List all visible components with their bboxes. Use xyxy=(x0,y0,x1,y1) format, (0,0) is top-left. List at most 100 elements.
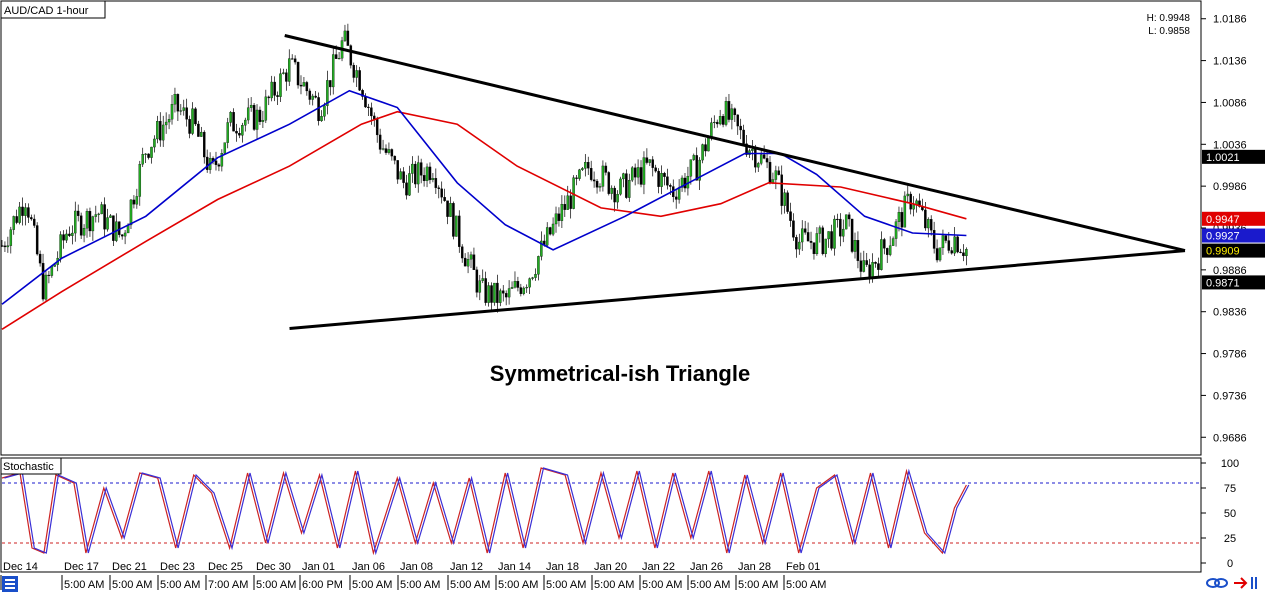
candle-body xyxy=(856,240,860,261)
candle-body xyxy=(581,168,584,170)
time-hour-label: 5:00 AM xyxy=(352,579,392,591)
stoch-signal-line xyxy=(1,467,967,556)
candle-body xyxy=(774,170,778,180)
main-title-box xyxy=(0,0,106,19)
candle xyxy=(182,99,185,116)
candle-body xyxy=(660,173,663,187)
candle-body xyxy=(425,166,429,182)
price-tag-bg xyxy=(1202,243,1265,258)
stoch-title-box xyxy=(0,457,62,475)
candle-body xyxy=(604,165,608,173)
trendline-resistance xyxy=(284,34,1186,253)
candle xyxy=(504,290,508,306)
candle-body xyxy=(736,114,740,127)
candle-body xyxy=(765,158,769,163)
candle xyxy=(610,185,613,200)
candle-body xyxy=(205,156,209,170)
candle xyxy=(885,247,889,263)
candle xyxy=(862,250,866,273)
candle-body xyxy=(897,212,901,222)
candle xyxy=(513,271,517,289)
candle-body xyxy=(674,196,678,200)
candle xyxy=(674,189,678,209)
trendline-support xyxy=(289,249,1186,330)
candle-body xyxy=(170,104,174,120)
candle-body xyxy=(929,219,933,231)
time-hour-label: 5:00 AM xyxy=(642,579,682,591)
candle xyxy=(507,280,511,305)
candle xyxy=(572,175,575,210)
candle xyxy=(592,171,596,188)
candle-body xyxy=(522,287,526,294)
stoch-tick-label: 75 xyxy=(1224,483,1236,495)
candle xyxy=(452,201,455,240)
candle xyxy=(894,218,898,247)
candle xyxy=(660,165,663,195)
candle-body xyxy=(428,166,432,181)
candle xyxy=(850,218,854,254)
stoch-tick-label: 100 xyxy=(1221,458,1239,470)
candle xyxy=(12,215,15,235)
candle-body xyxy=(868,264,871,279)
candle-body xyxy=(270,81,273,99)
candle xyxy=(384,144,388,155)
candle xyxy=(135,188,139,209)
link-icon[interactable] xyxy=(1206,578,1228,588)
candle-body xyxy=(144,153,147,155)
main-plot-area xyxy=(0,23,1186,330)
candle xyxy=(97,212,100,223)
candle xyxy=(900,207,904,237)
price-tick-label: 0.9986 xyxy=(1213,181,1247,193)
time-label: Jan 14 5:00 AM xyxy=(495,561,538,591)
candle xyxy=(399,168,402,180)
candle xyxy=(528,277,531,295)
stoch-tick-label: 50 xyxy=(1224,508,1236,520)
candle-body xyxy=(610,187,613,194)
candle-body xyxy=(689,159,693,177)
ma-fast-line xyxy=(1,89,967,305)
candle-body xyxy=(53,264,57,267)
candle-body xyxy=(891,238,895,246)
price-tag-blue: 0.9927 xyxy=(1202,228,1265,243)
candle xyxy=(414,161,417,188)
candle-body xyxy=(305,82,309,92)
candle-body xyxy=(241,125,244,136)
candle-body xyxy=(548,227,552,235)
price-tick-label: 0.9786 xyxy=(1213,349,1247,361)
candle-body xyxy=(88,211,92,232)
candle-body xyxy=(956,236,959,253)
candle xyxy=(798,233,801,255)
time-hour-label: 5:00 AM xyxy=(690,579,730,591)
scroll-end-icon[interactable] xyxy=(1251,577,1257,589)
candle-body xyxy=(35,225,39,255)
time-date-label: Jan 01 xyxy=(302,561,335,573)
candle-body xyxy=(384,148,388,153)
candle xyxy=(786,190,789,214)
candle-body xyxy=(715,121,719,125)
candle-body xyxy=(276,95,279,97)
price-tags: 1.0021 0.9947 0.9927 0.9909 0.9871 xyxy=(1202,149,1265,290)
candle xyxy=(440,181,443,204)
grid-menu-icon[interactable] xyxy=(2,576,18,592)
stoch-title: Stochastic xyxy=(3,461,54,473)
candle xyxy=(472,247,476,270)
candle-body xyxy=(630,167,634,181)
candle-body xyxy=(44,274,48,300)
candle xyxy=(320,110,323,122)
candle xyxy=(232,108,235,132)
candle-body xyxy=(197,123,200,137)
candles xyxy=(0,23,968,313)
candle xyxy=(15,209,18,225)
candle xyxy=(847,212,851,227)
candle xyxy=(824,238,827,258)
candle-body xyxy=(888,245,892,255)
candle xyxy=(273,76,276,102)
scroll-right-icon[interactable] xyxy=(1234,577,1248,589)
candle xyxy=(692,153,696,161)
candle-body xyxy=(200,131,203,137)
candle-body xyxy=(800,228,804,243)
candle xyxy=(575,174,578,186)
candle xyxy=(276,91,279,106)
stochastic-axis: 100 75 50 25 0 xyxy=(1201,458,1239,570)
